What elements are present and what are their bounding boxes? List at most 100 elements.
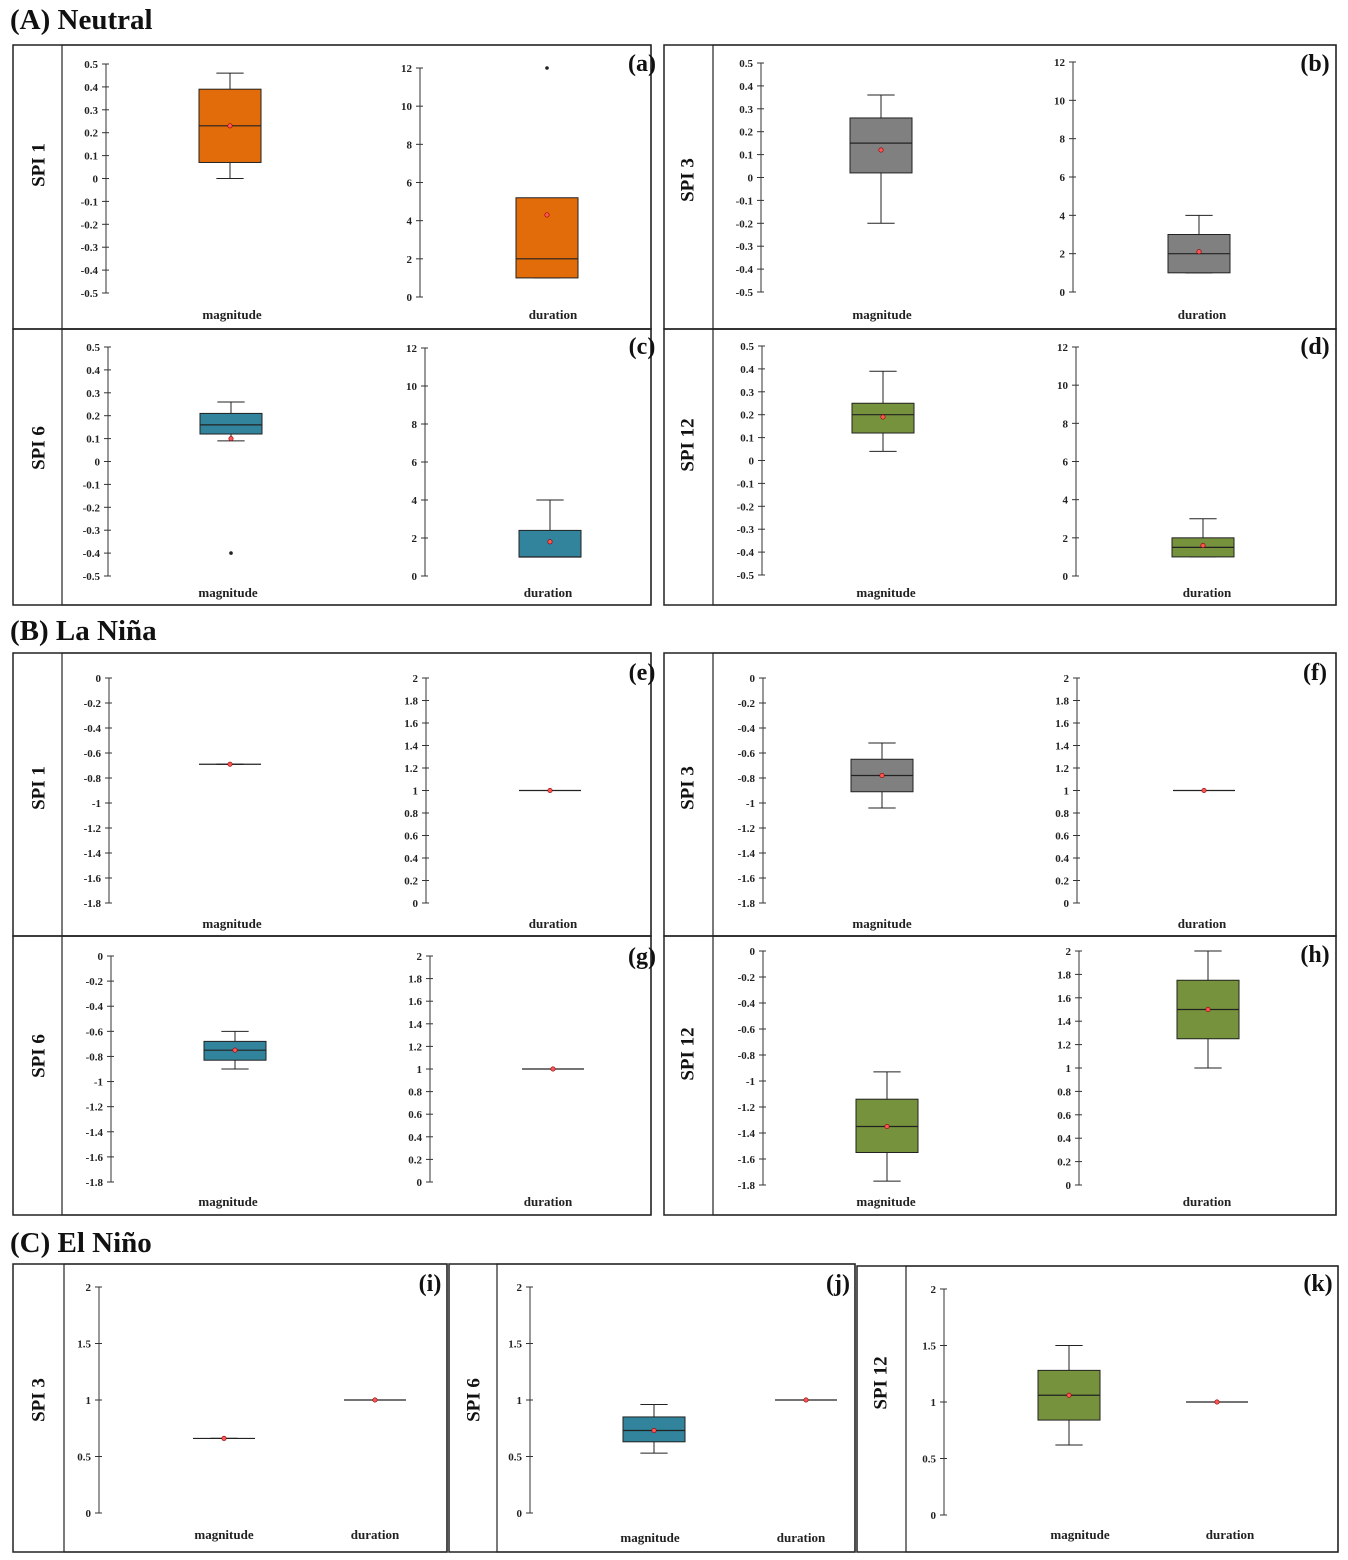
y-tick-label: -1.6 [86, 1152, 104, 1164]
y-tick-label: 0.8 [1055, 808, 1069, 820]
x-axis-label: duration [351, 1527, 400, 1542]
y-tick-label: -0.4 [86, 1001, 104, 1013]
y-tick-label: 1 [417, 1064, 423, 1076]
y-tick-label: -0.1 [736, 195, 753, 207]
y-tick-label: -0.3 [83, 525, 101, 537]
chart-panel-f: SPI 3 (f) 0 -0.2 -0.4 -0.6 -0.8 -1 -1.2 -1.4 -1.6 -… [663, 652, 1337, 937]
y-tick-label: 4 [412, 495, 418, 507]
panel-frame [663, 652, 1337, 937]
x-axis-label: magnitude [194, 1527, 253, 1542]
mean-marker [1200, 542, 1206, 548]
plot-frame [712, 935, 1337, 1216]
y-tick-label: 0.4 [740, 364, 754, 376]
y-tick-label: 1.6 [408, 996, 422, 1008]
y-tick-label: 1.5 [922, 1341, 936, 1353]
plot-frame [61, 44, 652, 330]
y-tick-label: 0 [1066, 1180, 1072, 1192]
axis-group-duration: 2 1.8 1.6 1.4 1.2 1 0.8 0.6 0.4 0.2 0 duration [404, 673, 581, 931]
y-tick-label: 1 [931, 1397, 937, 1409]
y-tick-label: 1.8 [1057, 969, 1071, 981]
y-tick-label: 0.6 [1055, 831, 1069, 843]
y-tick-label: 0.5 [86, 342, 100, 354]
y-tick-label: 6 [1060, 172, 1066, 184]
box-iqr [199, 412, 263, 435]
y-tick-label: -1.6 [84, 873, 102, 885]
y-tick-label: 1.4 [1055, 741, 1069, 753]
y-tick-label: 0.1 [84, 151, 98, 163]
y-tick-label: -0.2 [83, 502, 101, 514]
x-axis-label: magnitude [1050, 1527, 1109, 1542]
y-tick-label: 0 [1060, 287, 1066, 299]
y-axis-label: SPI 12 [677, 418, 698, 471]
y-tick-label: 0.8 [404, 808, 418, 820]
y-tick-label: 0 [95, 457, 101, 469]
mean-marker [547, 539, 553, 545]
y-tick-label: -0.5 [83, 571, 101, 583]
y-tick-label: 0 [407, 292, 413, 304]
axis-group-magnitude: 0.5 0.4 0.3 0.2 0.1 0 -0.1 -0.2 -0.3 -0.4 -0.5 magn… [81, 59, 262, 322]
axis-group-magnitude: 0.5 0.4 0.3 0.2 0.1 0 -0.1 -0.2 -0.3 -0.4 -0.5 magn… [83, 342, 263, 600]
outlier-point [229, 551, 233, 555]
y-tick-label: 0 [1064, 898, 1070, 910]
axis-group-magnitude: 2 1.5 1 0.5 0 magnitude [508, 1282, 686, 1545]
y-axis-label: SPI 1 [28, 766, 49, 810]
mean-marker [1196, 249, 1202, 255]
y-axis-label: SPI 3 [677, 158, 698, 202]
x-axis-label: duration [1178, 916, 1227, 931]
y-tick-label: -0.1 [737, 478, 754, 490]
y-tick-label: -1.2 [86, 1102, 104, 1114]
chart-panel-c: SPI 6 (c) 0.5 0.4 0.3 0.2 0.1 0 -0.1 -0.2 -0.3 -0.4… [12, 328, 655, 606]
y-tick-label: 2 [417, 951, 423, 963]
x-axis-label: duration [1178, 307, 1227, 322]
axis-group-duration: 12 10 8 6 4 2 0 duration [406, 343, 582, 600]
chart-panel-g: SPI 6 (g) 0 -0.2 -0.4 -0.6 -0.8 -1 -1.2 -1.4 -1.6 -… [12, 935, 656, 1216]
y-tick-label: -0.4 [738, 723, 756, 735]
y-tick-label: 1.6 [1055, 718, 1069, 730]
y-tick-label: 0.4 [1057, 1133, 1071, 1145]
y-tick-label: -0.6 [738, 748, 756, 760]
y-tick-label: -1.6 [738, 873, 756, 885]
y-tick-label: 0.5 [922, 1454, 936, 1466]
y-tick-label: 2 [412, 533, 418, 545]
axis-group-duration: duration [775, 1397, 837, 1545]
y-tick-label: 0.4 [1055, 853, 1069, 865]
axis-group-duration: duration [1186, 1399, 1255, 1542]
mean-marker [227, 761, 233, 767]
y-tick-label: 1 [413, 786, 419, 798]
y-tick-label: 1.4 [404, 741, 418, 753]
y-tick-label: 10 [406, 381, 418, 393]
y-tick-label: 0.5 [740, 341, 754, 353]
y-tick-label: 1.6 [404, 718, 418, 730]
axis-group-duration: 2 1.8 1.6 1.4 1.2 1 0.8 0.6 0.4 0.2 0 duration [1057, 946, 1240, 1209]
y-tick-label: -0.1 [81, 196, 98, 208]
y-tick-label: 1.2 [408, 1041, 422, 1053]
y-tick-label: 6 [1063, 457, 1069, 469]
y-tick-label: 1.5 [508, 1339, 522, 1351]
y-tick-label: -0.4 [83, 548, 101, 560]
y-axis-label: SPI 12 [677, 1027, 698, 1080]
y-tick-label: -0.8 [738, 1050, 756, 1062]
y-tick-label: -1.8 [738, 1180, 756, 1192]
y-tick-label: -0.4 [737, 547, 755, 559]
y-tick-label: -1.8 [86, 1177, 104, 1189]
y-tick-label: 0.5 [77, 1452, 91, 1464]
panel-label: (a) [628, 51, 656, 77]
chart-panel-k: SPI 12 (k) 2 1.5 1 0.5 0 magnitude duration [856, 1265, 1339, 1553]
panel-frame [448, 1263, 856, 1553]
y-tick-label: 1.4 [408, 1019, 422, 1031]
section-title-el-nino: (C) El Niño [10, 1227, 152, 1259]
y-tick-label: -0.2 [81, 219, 99, 231]
y-tick-label: -1 [92, 798, 101, 810]
y-tick-label: 0 [417, 1177, 423, 1189]
y-axis-label: SPI 12 [870, 1356, 891, 1409]
y-tick-label: 0.2 [1057, 1157, 1071, 1169]
section-title-la-nina: (B) La Niña [10, 615, 157, 647]
plot-frame [712, 44, 1337, 330]
x-axis-label: magnitude [202, 916, 261, 931]
y-tick-label: 2 [1066, 946, 1072, 958]
mean-marker [884, 1124, 890, 1130]
y-tick-label: 0.3 [740, 387, 754, 399]
x-axis-label: duration [524, 1194, 573, 1209]
axis-group-magnitude: 0.5 0.4 0.3 0.2 0.1 0 -0.1 -0.2 -0.3 -0.4 -0.5 magn… [737, 341, 916, 600]
